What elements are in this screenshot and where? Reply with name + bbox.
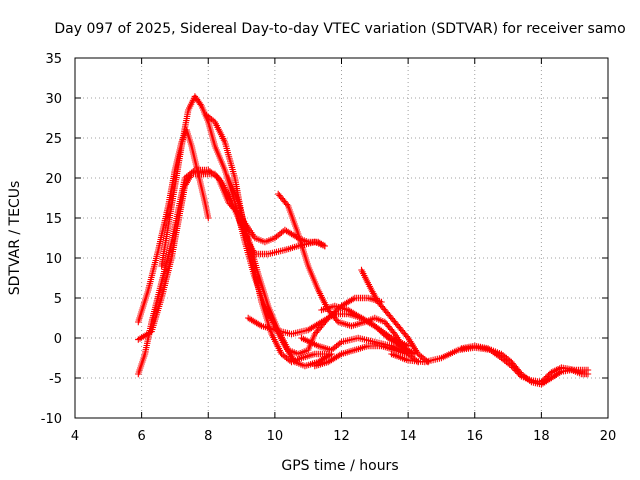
y-tick-label: 5	[54, 292, 62, 307]
chart-title: Day 097 of 2025, Sidereal Day-to-day VTE…	[54, 21, 625, 37]
y-axis-title: SDTVAR / TECUs	[7, 181, 23, 296]
y-tick-label: 30	[45, 92, 62, 107]
x-tick-label: 10	[267, 429, 284, 444]
series-markers	[135, 126, 212, 326]
series-track-10	[298, 334, 412, 358]
x-axis-title: GPS time / hours	[281, 458, 398, 474]
x-tick-label: 6	[137, 429, 145, 444]
y-tick-label: 0	[54, 332, 62, 347]
series-markers	[318, 302, 418, 358]
x-tick-label: 20	[600, 429, 617, 444]
y-tick-label: 10	[45, 252, 62, 267]
y-tick-label: 35	[45, 52, 62, 67]
data-series	[135, 93, 592, 388]
series-markers	[275, 190, 422, 366]
y-tick-label: 15	[45, 212, 62, 227]
x-tick-label: 4	[71, 429, 79, 444]
y-tick-label: -10	[41, 412, 62, 427]
series-markers	[358, 266, 432, 366]
x-tick-label: 8	[204, 429, 212, 444]
series-track-14	[458, 342, 592, 386]
series-markers	[298, 334, 412, 358]
x-tick-label: 14	[400, 429, 417, 444]
ticks: 4 6 8 10 12 14 16 18 20 -10 -5 0 5 10 15 20 25 30 35	[41, 52, 617, 444]
series-markers	[458, 342, 592, 386]
x-tick-label: 18	[533, 429, 550, 444]
x-tick-label: 16	[466, 429, 483, 444]
x-tick-label: 12	[333, 429, 350, 444]
series-track-11	[358, 266, 432, 366]
y-tick-label: 20	[45, 172, 62, 187]
y-tick-label: 25	[45, 132, 62, 147]
y-tick-label: -5	[49, 372, 62, 387]
series-track-12	[318, 302, 418, 358]
series-track-8	[275, 190, 422, 366]
series-track-1	[135, 126, 212, 326]
